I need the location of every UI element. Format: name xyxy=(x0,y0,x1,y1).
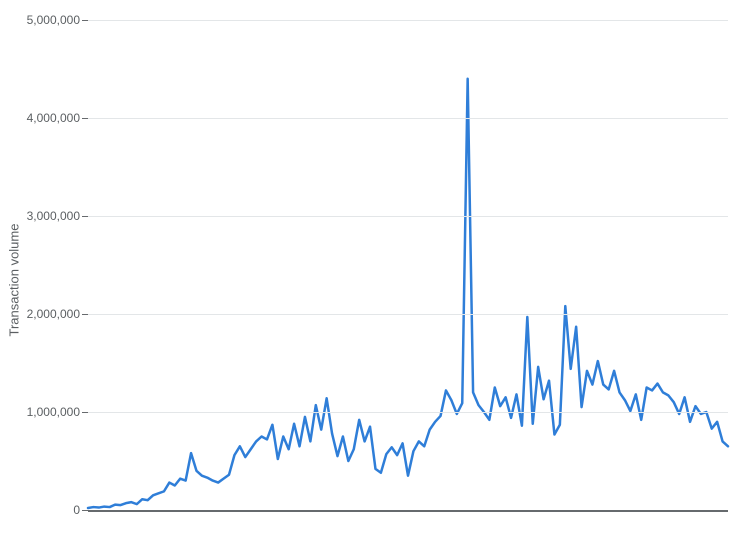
y-tick-mark xyxy=(82,412,88,413)
y-tick-mark xyxy=(82,314,88,315)
grid-line xyxy=(88,216,728,217)
y-tick-label: 2,000,000 xyxy=(27,307,80,321)
grid-line xyxy=(88,314,728,315)
line-chart: Transaction volume 01,000,0002,000,0003,… xyxy=(0,0,754,560)
chart-line-series xyxy=(88,20,728,510)
grid-line xyxy=(88,412,728,413)
grid-line xyxy=(88,118,728,119)
y-tick-mark xyxy=(82,20,88,21)
y-tick-mark xyxy=(82,216,88,217)
plot-area: 01,000,0002,000,0003,000,0004,000,0005,0… xyxy=(88,20,728,512)
y-tick-label: 5,000,000 xyxy=(27,13,80,27)
grid-line xyxy=(88,20,728,21)
y-tick-mark xyxy=(82,510,88,511)
y-tick-label: 3,000,000 xyxy=(27,209,80,223)
series-line xyxy=(88,79,728,508)
y-tick-label: 1,000,000 xyxy=(27,405,80,419)
y-tick-mark xyxy=(82,118,88,119)
y-tick-label: 4,000,000 xyxy=(27,111,80,125)
y-axis-title: Transaction volume xyxy=(7,224,22,337)
y-tick-label: 0 xyxy=(73,503,80,517)
